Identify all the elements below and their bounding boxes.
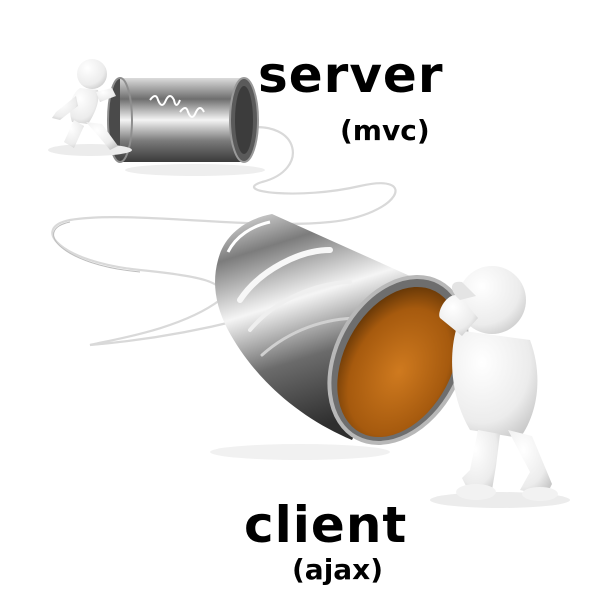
server-sublabel: (mvc)	[340, 114, 430, 147]
string-shadow	[53, 221, 141, 273]
client-label: client	[244, 496, 408, 554]
client-figure	[430, 266, 570, 508]
client-sublabel: (ajax)	[292, 553, 384, 586]
server-figure	[48, 59, 132, 156]
server-can	[107, 77, 265, 176]
server-label: server	[258, 46, 444, 104]
string-line	[51, 126, 397, 347]
client-can	[210, 214, 469, 460]
